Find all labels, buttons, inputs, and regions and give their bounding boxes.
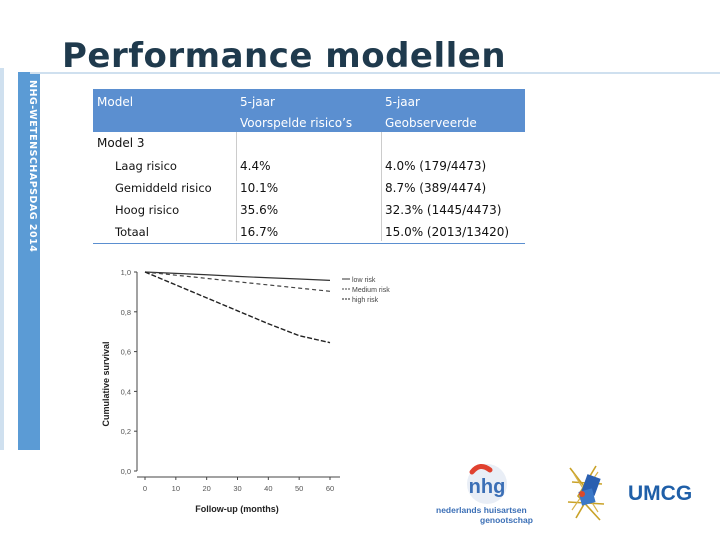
umcg-text: UMCG: [628, 482, 692, 505]
y-tick-label: 1,0: [121, 268, 131, 277]
y-tick-label: 0,4: [121, 387, 131, 396]
nhg-text-line2: genootschap: [480, 515, 533, 525]
y-tick-label: 0,0: [121, 467, 131, 476]
x-tick-label: 40: [264, 484, 272, 493]
legend-label: low risk: [352, 277, 376, 284]
y-tick-label: 0,6: [121, 348, 131, 357]
header-predicted-line2: Voorspelde risico’s: [240, 116, 353, 130]
series-line-medium-risk: [144, 271, 331, 292]
row-label: Totaal: [115, 225, 149, 239]
row-label: Gemiddeld risico: [115, 181, 212, 195]
y-tick-label: 0,8: [121, 308, 131, 317]
chart-background: [92, 256, 392, 520]
page-title: Performance modellen: [62, 36, 507, 76]
table-row: Gemiddeld risico 10.1% 8.7% (389/4474): [93, 177, 525, 199]
side-label: NHG-WETENSCHAPSDAG 2014: [27, 80, 38, 253]
row-predicted: 16.7%: [240, 225, 279, 239]
header-model: Model: [97, 95, 134, 109]
x-tick-label: 50: [295, 484, 303, 493]
x-tick-label: 0: [143, 484, 147, 493]
y-tick-label: 0,2: [121, 427, 131, 436]
legend-label: high risk: [352, 297, 379, 304]
umcg-emblem-icon: [567, 465, 605, 521]
nhg-circle-icon: [467, 464, 507, 504]
row-label: Hoog risico: [115, 203, 180, 217]
group-label: Model 3: [97, 136, 145, 150]
nhg-text-line1: nederlands huisartsen: [436, 505, 527, 515]
table-row: Hoog risico 35.6% 32.3% (1445/4473): [93, 199, 525, 221]
nhg-red-arc-icon: [469, 464, 493, 475]
header-predicted: 5-jaar Voorspelde risico’s: [236, 89, 381, 132]
nhg-mark: nhg: [469, 476, 506, 498]
table-header: Model 5-jaar Voorspelde risico’s 5-jaar …: [93, 89, 525, 151]
header-predicted-line1: 5-jaar: [240, 95, 275, 109]
row-observed: 15.0% (2013/13420): [385, 225, 510, 239]
column-divider: [236, 132, 237, 241]
side-strip-outer: [0, 68, 4, 450]
x-tick-label: 10: [172, 484, 180, 493]
x-axis-label: Follow-up (months): [195, 504, 278, 514]
column-divider: [381, 132, 382, 241]
header-observed-line2: Geobserveerde risico’s: [385, 116, 477, 151]
survival-chart: 0,0 0,2 0,4 0,6 0,8 1,0 0 10 20 30 40 50 60 low risk…: [92, 256, 392, 520]
umcg-logo: UMCG: [567, 465, 692, 521]
table-row: Totaal 16.7% 15.0% (2013/13420): [93, 221, 525, 243]
row-observed: 8.7% (389/4474): [385, 181, 487, 195]
row-predicted: 4.4%: [240, 159, 271, 173]
legend-label: Medium risk: [352, 287, 390, 294]
side-strip: [18, 72, 40, 450]
header-observed: 5-jaar Geobserveerde risico’s: [381, 89, 525, 151]
row-label: Laag risico: [115, 159, 177, 173]
nhg-logo: nhg nederlands huisartsen genootschap: [436, 464, 533, 525]
risk-table: Model 5-jaar Voorspelde risico’s 5-jaar …: [93, 89, 525, 244]
title-divider: [30, 72, 720, 74]
y-axis-label: Cumulative survival: [101, 341, 111, 426]
x-tick-label: 20: [202, 484, 210, 493]
series-line-low-risk: [144, 271, 331, 281]
series-line-high-risk: [144, 271, 331, 344]
x-tick-label: 30: [233, 484, 241, 493]
row-observed: 4.0% (179/4473): [385, 159, 487, 173]
row-predicted: 10.1%: [240, 181, 279, 195]
x-tick-label: 60: [326, 484, 334, 493]
header-observed-line1: 5-jaar: [385, 95, 420, 109]
table-body: Model 3 Laag risico 4.4% 4.0% (179/4473)…: [93, 132, 525, 244]
table-row: Laag risico 4.4% 4.0% (179/4473): [93, 155, 525, 177]
row-predicted: 35.6%: [240, 203, 279, 217]
row-observed: 32.3% (1445/4473): [385, 203, 502, 217]
